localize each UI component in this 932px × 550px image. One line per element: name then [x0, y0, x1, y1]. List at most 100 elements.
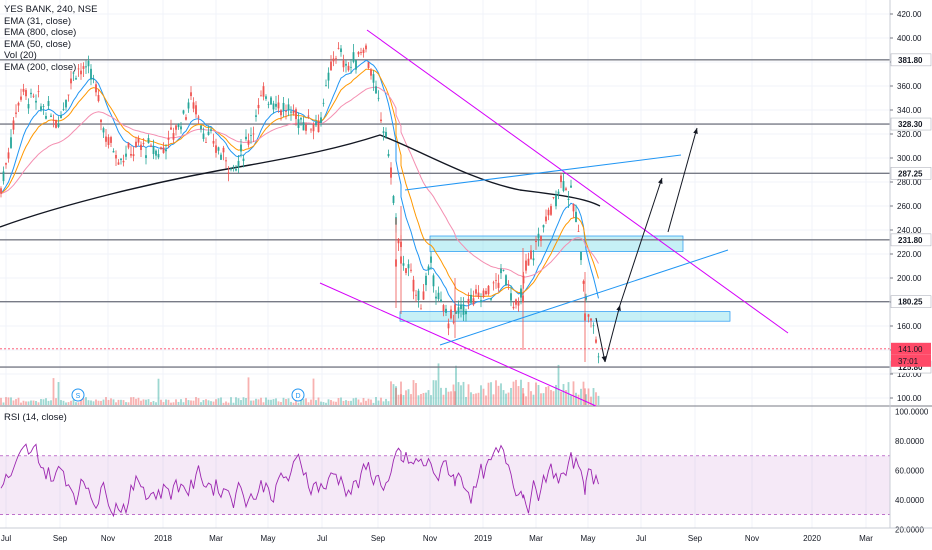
volume-bar — [242, 397, 245, 405]
support-zones — [399, 235, 731, 322]
volume-bar — [590, 396, 592, 405]
legend-ema200: EMA (200, close) — [4, 61, 77, 73]
volume-bar — [472, 394, 475, 405]
arrow-up-1-head — [616, 305, 621, 311]
volume-bar — [310, 399, 312, 405]
candle-body — [455, 312, 457, 314]
event-marker — [71, 388, 85, 402]
candle-body — [557, 191, 560, 194]
volume-bar — [112, 399, 115, 405]
time-tick-label: May — [260, 534, 275, 543]
lower-trend-line — [319, 282, 597, 407]
time-tick-label: 2018 — [154, 534, 172, 543]
candle-body — [120, 158, 122, 161]
volume-bar — [165, 399, 167, 405]
candle-body — [265, 96, 267, 99]
price-tick-label: 160.00 — [897, 322, 922, 331]
level-label: 328.30 — [898, 120, 923, 129]
volume-bar — [10, 397, 12, 405]
level-label-box — [890, 117, 932, 131]
countdown-label: 37:01 — [898, 357, 919, 366]
support-zone — [429, 235, 684, 252]
volume-bar — [457, 382, 460, 405]
candle-body — [365, 45, 367, 50]
candle-body — [520, 288, 522, 298]
candle-body — [445, 308, 447, 313]
candle-body — [567, 198, 570, 200]
candle-body — [170, 127, 172, 130]
candle-body — [137, 138, 140, 143]
volume-bar — [542, 393, 545, 405]
volume-bar — [387, 401, 390, 405]
candle-body — [395, 259, 397, 267]
volume-bar — [215, 399, 217, 405]
candle-body — [370, 69, 372, 76]
candle-body — [332, 58, 335, 62]
candle-body — [447, 323, 450, 329]
volume-bar — [572, 381, 575, 405]
candle-body — [437, 292, 440, 300]
volume-bar — [400, 381, 402, 405]
volume-bar — [160, 399, 162, 405]
volume-bar — [587, 388, 590, 405]
volume-bar — [72, 399, 75, 405]
time-tick-label: 2020 — [803, 534, 821, 543]
candle-body — [107, 137, 110, 145]
volume-bar — [105, 397, 107, 405]
volume-bar — [175, 399, 177, 405]
volume-bar — [217, 398, 220, 405]
volume-bar — [322, 402, 325, 405]
volume-bar — [495, 380, 497, 405]
volume-bar — [385, 398, 387, 405]
volume-bar — [540, 393, 542, 405]
price-tick-label: 400.00 — [897, 34, 922, 43]
candle-body — [475, 289, 477, 294]
candle-body — [247, 140, 250, 145]
candle-body — [27, 104, 30, 109]
volume-bar — [515, 379, 517, 405]
volume-bar — [584, 388, 586, 405]
candle-body — [277, 102, 280, 109]
volume-bar — [492, 394, 495, 405]
volume-bar — [187, 400, 190, 405]
time-tick-label: Jul — [1, 534, 11, 543]
level-label: 180.25 — [898, 298, 923, 307]
volume-bar — [422, 392, 425, 405]
volume-bar — [77, 402, 80, 405]
candle-body — [175, 125, 177, 130]
candle-body — [117, 162, 120, 165]
candle-body — [57, 123, 60, 127]
candle-body — [540, 236, 542, 241]
volume-bar — [475, 393, 477, 405]
price-tick-label: 260.00 — [897, 202, 922, 211]
candle-body — [42, 106, 45, 107]
candle-body — [165, 149, 167, 152]
candle-body — [355, 60, 357, 70]
candle-body — [584, 313, 586, 321]
candle-body — [415, 294, 417, 296]
ema31-line — [0, 59, 599, 307]
volume-bar — [530, 391, 532, 405]
candle-body — [222, 147, 225, 153]
candle-body — [200, 125, 202, 130]
volume-bar — [307, 402, 310, 405]
volume-bar — [67, 402, 70, 405]
candle-body — [142, 143, 145, 145]
candle-body — [335, 58, 337, 60]
candle-body — [205, 142, 207, 143]
time-tick-label: Nov — [423, 534, 437, 543]
volume-bar — [267, 399, 270, 405]
candle-body — [372, 74, 375, 83]
candle-body — [485, 290, 487, 295]
event-marker-label: D — [295, 393, 300, 400]
level-label: 287.25 — [898, 169, 923, 178]
volume-bar — [22, 400, 25, 405]
candle-body — [457, 307, 460, 314]
volume-bar — [285, 399, 287, 405]
volume-bar — [272, 399, 275, 405]
candle-body — [215, 145, 217, 153]
candle-body — [357, 51, 360, 55]
volume-bar — [172, 402, 175, 405]
volume-bar — [342, 400, 345, 405]
